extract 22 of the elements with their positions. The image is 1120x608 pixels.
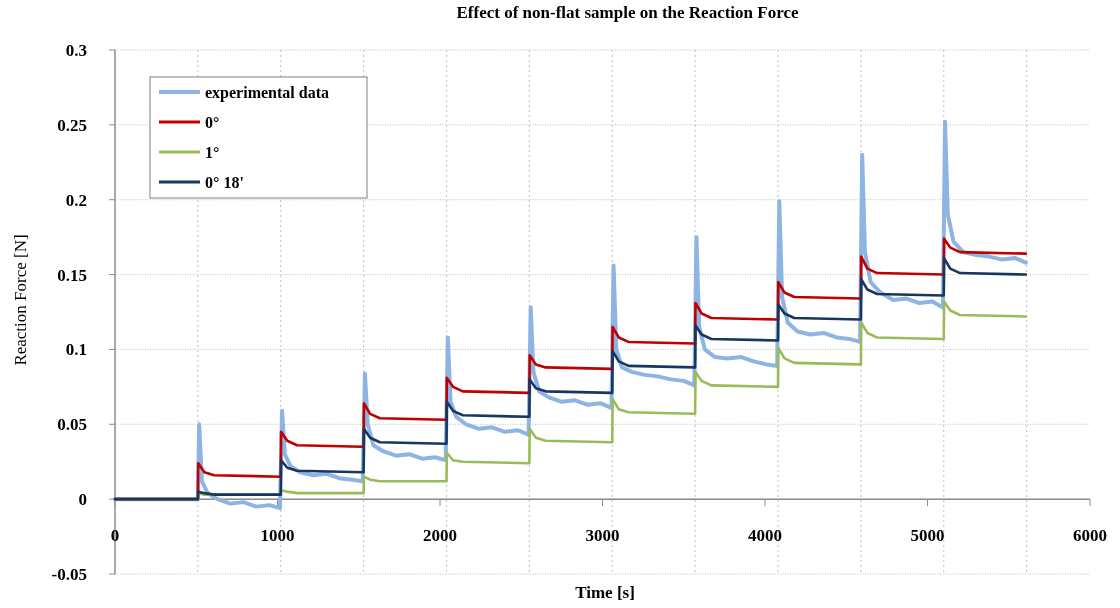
y-tick-label: -0.05 xyxy=(51,564,87,584)
y-tick-label: 0.3 xyxy=(65,40,87,60)
x-tick-label: 3000 xyxy=(585,526,620,546)
legend-label: experimental data xyxy=(205,83,329,102)
y-tick-label: 0.2 xyxy=(65,190,87,210)
x-tick-label: 1000 xyxy=(260,526,295,546)
y-tick-label: 0.15 xyxy=(57,265,87,285)
legend-label: 1° xyxy=(205,143,220,161)
x-tick-label: 4000 xyxy=(748,526,782,546)
x-axis-title: Time [s] xyxy=(575,583,635,602)
x-tick-label: 5000 xyxy=(910,526,945,546)
y-tick-label: 0.25 xyxy=(57,115,87,135)
x-tick-label: 2000 xyxy=(423,526,457,546)
y-tick-label: 0 xyxy=(78,490,87,510)
x-tick-label: 0 xyxy=(110,526,120,546)
y-axis-title: Reaction Force [N] xyxy=(11,234,30,366)
x-tick-label: 6000 xyxy=(1073,526,1107,546)
legend-label: 0° xyxy=(205,113,220,131)
y-tick-label: 0.05 xyxy=(57,415,87,435)
y-tick-label: 0.1 xyxy=(65,340,87,360)
chart-title: Effect of non-flat sample on the Reaction Force xyxy=(456,3,799,22)
legend-label: 0° 18' xyxy=(205,173,244,191)
